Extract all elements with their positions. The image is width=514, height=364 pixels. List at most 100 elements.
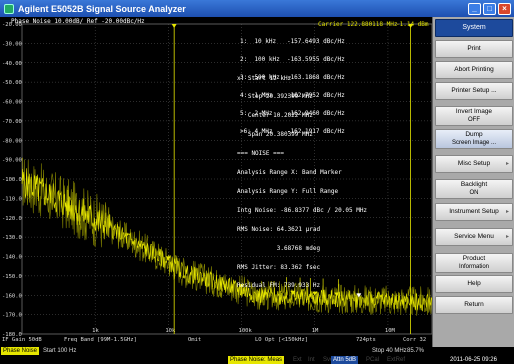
marker-flags [165,24,414,334]
omit-label: Omit [188,337,202,343]
y-tick-label: -170.0 [2,313,22,319]
carrier-readout: Carrier 122.880118 MHz [318,21,398,28]
sweep-status-bar: Phase Noise Start 100 Hz Stop 40 MHz 85.… [0,347,432,356]
submenu-arrow-icon: ▸ [505,209,509,215]
softkey-printer-setup[interactable]: Printer Setup ... [435,82,513,100]
y-tick-label: -140.0 [2,255,22,261]
y-tick-label: -130.0 [2,235,22,241]
y-tick-label: -30.00 [2,41,22,47]
maximize-icon[interactable]: □ [483,2,496,15]
marker-row: 4: 1 MHz -162.7952 dBc/Hz [240,92,345,99]
info-line: Analysis Range Y: Full Range [237,187,339,195]
info-line: Center 10.2022 MHz [237,112,313,120]
softkey-panel: System Print Abort Printing Printer Setup … [432,17,514,347]
softkey-label: Backlight [460,181,488,188]
y-tick-label: -120.0 [2,216,22,222]
plot-grid [21,23,432,335]
plot-canvas: -20.00 -30.00 -40.00 -50.00 -60.00 -70.00 -80.… [2,22,432,338]
softkey-label: Misc Setup [457,160,491,167]
marker-row: 2: 100 kHz -163.5955 dBc/Hz [240,56,345,63]
y-tick-label: -150.0 [2,274,22,280]
marker-flag-6 [356,293,362,298]
title-bar: Agilent E5052B Signal Source Analyzer _ … [0,0,514,17]
svc-status: Svc [323,357,334,363]
info-line: Span 20.380399 MHz [237,131,313,139]
submenu-arrow-icon: ▸ [505,234,509,240]
trace-label: Phase Noise [1,347,40,355]
y-axis-labels: -20.00 -30.00 -40.00 -50.00 -60.00 -70.00 -80.… [2,22,22,338]
trace-line-secondary [21,157,432,316]
softkey-label: Help [467,280,481,287]
marker-flag-1 [165,256,171,261]
y-tick-label: -160.0 [2,293,22,299]
marker-flag-5 [334,292,340,297]
y-tick-label: -180.0 [2,332,22,338]
close-icon[interactable]: × [498,2,511,15]
window-title: Agilent E5052B Signal Source Analyzer [18,3,186,14]
softkey-print[interactable]: Print [435,40,513,58]
softkey-header-label: System [462,24,486,31]
softkey-label: Service Menu [454,233,494,240]
analysis-info: x: Start 12 kHz Stop 20.392399 MHz Cente… [237,63,367,302]
datetime: 2011-06-25 09:26 [450,357,497,363]
y-tick-label: -70.00 [2,119,22,125]
softkey-label: Product [462,255,486,262]
softkey-label: Abort Printing [454,66,494,73]
y-tick-label: -80.00 [2,138,22,144]
if-gain-label: IF Gain 50dB [2,337,42,343]
softkey-return[interactable]: Return [435,296,513,314]
softkey-product[interactable]: Product Information [435,253,513,273]
softkey-service-menu[interactable]: Service Menu ▸ [435,228,513,246]
minimize-icon[interactable]: _ [468,2,481,15]
extref-status: ExtRef [387,357,406,363]
softkey-sublabel: Screen Image ... [451,140,497,146]
info-line: x: Start 12 kHz [237,74,292,82]
softkey-instrument-setup[interactable]: Instrument Setup ▸ [435,203,513,221]
info-line: RMS Noise: 64.3621 µrad [237,225,321,233]
attn-status: Attn 5dB [331,356,359,364]
marker-row: 5: 2 MHz -162.9460 dBc/Hz [240,110,345,117]
softkey-backlight[interactable]: Backlight ON [435,179,513,199]
phase-noise-plot[interactable]: -20.00 -30.00 -40.00 -50.00 -60.00 -70.00 -80.… [0,17,432,347]
softkey-help[interactable]: Help [435,275,513,293]
y-tick-label: -90.00 [2,158,22,164]
y-tick-label: -60.00 [2,100,22,106]
marker-row: 1: 10 kHz -157.6493 dBc/Hz [240,38,345,45]
ext-status: Ext [293,357,302,363]
marker-flag-3 [290,290,296,295]
lo-opt-label: LO Opt [<150kHz] [255,337,308,343]
points-label: 724pts [356,337,376,343]
marker-flag-2 [239,284,245,289]
x-tick-label: 100k [239,328,253,334]
sweep-percent: 85.7% [407,348,425,354]
freq-band-label: Freq Band [99M-1.5GHz] [64,337,137,343]
submenu-arrow-icon: ▸ [505,161,509,167]
y-tick-label: -50.00 [2,80,22,86]
y-tick-label: -20.00 [2,22,22,28]
softkey-label: Return [464,301,484,308]
x-tick-label: 10M [385,328,396,334]
band-marker-flag [408,24,414,28]
softkey-label: Print [467,45,481,52]
softkey-invert-image[interactable]: Invert Image OFF [435,106,513,126]
softkey-header-system[interactable]: System [435,19,513,37]
softkey-misc-setup[interactable]: Misc Setup ▸ [435,155,513,173]
softkey-sublabel: ON [469,190,479,196]
x-axis-labels: 1k 10k 100k 1M 10M [92,328,395,334]
trace-line-primary [21,168,432,312]
y-tick-label: -110.0 [2,196,22,202]
plot-header: Phase Noise 10.00dB/ Ref -20.00dBc/Hz [11,18,145,25]
app-icon [4,3,14,14]
softkey-dump[interactable]: Dump Screen Image ... [435,129,513,149]
softkey-sublabel: Information [458,264,489,270]
plot-footer: IF Gain 50dB Freq Band [99M-1.5GHz] Omit… [0,336,432,346]
softkey-label: Dump [465,131,483,138]
x-tick-label: 1k [92,328,99,334]
softkey-label: Instrument Setup [449,208,499,215]
corr-label: Corr 32 [403,337,427,343]
softkey-label: Invert Image [455,108,493,115]
marker-flag-4 [312,291,318,296]
softkey-abort-printing[interactable]: Abort Printing [435,61,513,79]
meas-status: Phase Noise: Meas [228,356,285,364]
stop-frequency: Stop 40 MHz [372,348,407,354]
